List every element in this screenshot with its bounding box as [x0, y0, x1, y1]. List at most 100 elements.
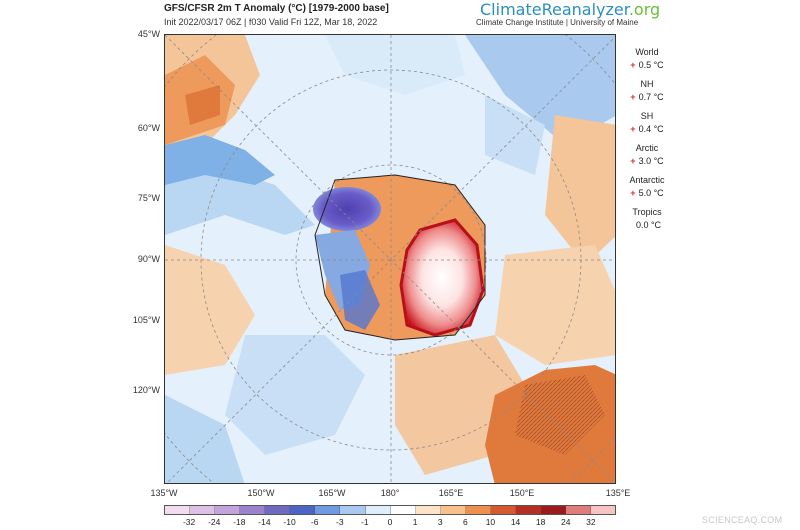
- colorbar-segment: [591, 506, 616, 514]
- colorbar-tick-label: 1: [412, 517, 418, 527]
- brand-logo[interactable]: ClimateReanalyzer.org: [480, 0, 660, 19]
- stat-value: 0.0 °C: [635, 220, 662, 230]
- stat-value: 0.4 °C: [638, 124, 664, 134]
- warm-anomaly: [401, 220, 483, 335]
- colorbar: [164, 505, 616, 515]
- stat-value: 0.7 °C: [638, 92, 664, 102]
- region-stats-panel: World +0.5 °C NH +0.7 °C SH +0.4 °C Arct…: [622, 46, 672, 238]
- colorbar-tick-label: 24: [561, 517, 571, 527]
- stat-tropics: Tropics 0.0 °C: [622, 206, 672, 231]
- colorbar-segment: [490, 506, 516, 514]
- anomaly-patch: [515, 375, 605, 455]
- lat-label: 60°W: [137, 123, 160, 133]
- lat-label: 90°W: [137, 254, 160, 264]
- anomaly-patch: [485, 95, 545, 175]
- lat-label: 45°W: [137, 29, 160, 39]
- colorbar-segment: [415, 506, 441, 514]
- anomaly-map-svg: [165, 35, 615, 483]
- anomaly-patch: [495, 245, 615, 365]
- colorbar-tick-label: -1: [361, 517, 369, 527]
- plus-sign: +: [630, 92, 636, 102]
- colorbar-segment: [290, 506, 316, 514]
- brand-main: ClimateReanalyzer: [480, 0, 629, 19]
- colorbar-segment: [315, 506, 341, 514]
- colorbar-tick-label: 10: [485, 517, 496, 527]
- stat-name: Antarctic: [629, 175, 665, 185]
- colorbar-tick-label: -6: [310, 517, 319, 527]
- chart-subtitle: Init 2022/03/17 06Z | f030 Valid Fri 12Z…: [164, 17, 378, 27]
- anomaly-patch: [225, 335, 365, 455]
- colorbar-segment: [440, 506, 466, 514]
- stat-value: 5.0 °C: [638, 188, 664, 198]
- watermark: SCIENCEAQ.COM: [702, 515, 783, 525]
- stat-name: SH: [640, 111, 654, 121]
- lon-label: 165°E: [438, 488, 464, 498]
- stat-name: Arctic: [635, 143, 659, 153]
- colorbar-segment: [390, 506, 416, 514]
- anomaly-patch: [185, 85, 220, 125]
- lat-label: 105°W: [132, 315, 160, 325]
- colorbar-segment: [566, 506, 592, 514]
- colorbar-segment: [190, 506, 216, 514]
- lon-label: 135°E: [605, 488, 631, 498]
- anomaly-patch: [165, 245, 255, 375]
- anomaly-patch: [165, 395, 245, 483]
- institution-label: Climate Change Institute | University of…: [476, 18, 639, 27]
- chart-title: GFS/CFSR 2m T Anomaly (°C) [1979-2000 ba…: [164, 3, 389, 14]
- colorbar-tick-label: -3: [335, 517, 344, 527]
- lon-label: 165°W: [318, 488, 346, 498]
- colorbar-tick-label: 0: [387, 517, 393, 527]
- colorbar-segment: [340, 506, 366, 514]
- stat-antarctic: Antarctic +5.0 °C: [622, 174, 672, 199]
- stat-name: World: [635, 47, 659, 57]
- brand-suffix: .org: [628, 0, 661, 19]
- colorbar-tick-label: 18: [535, 517, 546, 527]
- colorbar-tick-label: -14: [258, 517, 271, 527]
- graticule: [165, 35, 615, 483]
- colorbar-segment: [165, 506, 191, 514]
- anomaly-patch: [340, 270, 380, 330]
- plus-sign: +: [630, 188, 636, 198]
- colorbar-ticks: -32 -24 -18 -14 -10 -6 -3 -1 0 1 3 6 10 14 18 24 32: [164, 517, 616, 529]
- stat-name: Tropics: [632, 207, 662, 217]
- antarctica-coastline: [314, 174, 486, 341]
- anomaly-patch: [465, 35, 615, 145]
- lat-label: 75°W: [137, 193, 160, 203]
- colorbar-segment: [465, 506, 491, 514]
- lon-label: 150°E: [509, 488, 535, 498]
- stat-arctic: Arctic +3.0 °C: [622, 142, 672, 167]
- warm-anomaly-edge: [399, 218, 485, 337]
- stat-world: World +0.5 °C: [622, 46, 672, 71]
- plus-sign: +: [630, 124, 636, 134]
- colorbar-tick-label: 14: [510, 517, 521, 527]
- colorbar-tick-label: -32: [182, 517, 196, 527]
- colorbar-segment: [540, 506, 566, 514]
- stat-nh: NH +0.7 °C: [622, 78, 672, 103]
- anomaly-patch: [545, 115, 615, 265]
- lon-label: 180°: [380, 488, 400, 498]
- colorbar-tick-label: 6: [462, 517, 468, 527]
- colorbar-segment: [515, 506, 541, 514]
- colorbar-tick-label: -24: [208, 517, 221, 527]
- colorbar-segment: [365, 506, 391, 514]
- anomaly-patch: [165, 165, 315, 235]
- lat-label: 120°W: [132, 385, 160, 395]
- lon-label: 150°W: [247, 488, 275, 498]
- stat-value: 0.5 °C: [638, 60, 664, 70]
- anomaly-patch: [165, 135, 275, 185]
- anomaly-patch: [325, 35, 465, 95]
- stat-value: 3.0 °C: [638, 156, 664, 166]
- lon-label: 135°W: [150, 488, 178, 498]
- colorbar-tick-label: -10: [283, 517, 296, 527]
- stat-sh: SH +0.4 °C: [622, 110, 672, 135]
- stat-name: NH: [640, 79, 654, 89]
- colorbar-segment: [265, 506, 291, 514]
- colorbar-tick-label: 3: [437, 517, 443, 527]
- colorbar-tick-label: 32: [586, 517, 596, 527]
- colorbar-segment: [215, 506, 241, 514]
- cold-anomaly: [313, 187, 381, 231]
- colorbar-tick-label: -18: [233, 517, 246, 527]
- plus-sign: +: [630, 60, 636, 70]
- anomaly-map: [164, 34, 616, 484]
- colorbar-segment: [240, 506, 266, 514]
